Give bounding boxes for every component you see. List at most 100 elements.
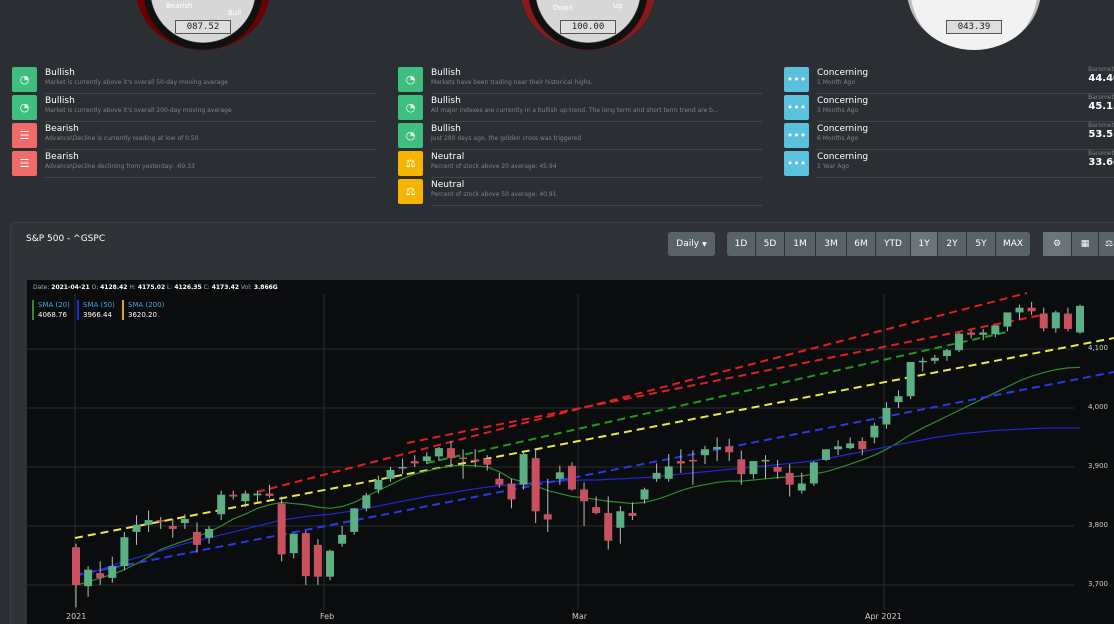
candle-body <box>955 333 964 351</box>
page-title: S&P 500 - ^GSPC <box>26 234 106 244</box>
dots-icon: ••• <box>784 123 809 148</box>
gauge-value: 087.52 <box>175 20 231 34</box>
candle-body <box>543 514 552 520</box>
signal-desc: Advance\Decline declining from yesterday… <box>45 163 195 170</box>
trend-line <box>426 331 1008 464</box>
message-icon: ☰ <box>12 151 37 176</box>
interval-dropdown[interactable]: Daily ▼ <box>668 232 715 256</box>
gauge-2: Down Up 100.00 <box>521 0 655 50</box>
x-tick: Apr 2021 <box>865 612 902 621</box>
candle-body <box>991 325 1000 335</box>
dots-icon: ••• <box>784 67 809 92</box>
candle-body <box>834 446 843 450</box>
candle-body <box>1003 312 1012 327</box>
signal-title: Concerning <box>817 68 869 78</box>
candle-body <box>567 465 576 490</box>
sma-50-legend: SMA (50) 3966.44 <box>77 300 115 320</box>
gauge-value: 100.00 <box>560 20 616 34</box>
candle-body <box>326 550 335 577</box>
chart-canvas <box>27 292 1114 610</box>
candle-body <box>471 459 480 462</box>
candle-body <box>398 467 407 469</box>
candle-body <box>144 520 153 525</box>
sma-20-line <box>75 366 1081 586</box>
signal-item: ☰ Bearish Advance\Decline is currently rea… <box>12 122 376 150</box>
gauge-1: Bearish Bull 087.52 <box>136 0 270 50</box>
signal-item: ◔ Bullish Just 290 days ago, the golden cr… <box>398 122 762 150</box>
candle-body <box>906 361 915 397</box>
price-chart[interactable]: Date: 2021-04-21 O: 4128.42 H: 4175.02 L… <box>27 280 1114 624</box>
candle-body <box>1027 307 1036 312</box>
y-tick: 3,800 <box>1087 521 1108 529</box>
candle-body <box>205 528 214 538</box>
sma-20-legend: SMA (20) 4068.76 <box>32 300 70 320</box>
range-max-button[interactable]: MAX <box>996 232 1030 256</box>
settings-button[interactable]: ⚙ <box>1043 232 1071 256</box>
x-tick: Mar <box>572 612 588 621</box>
gear-icon: ⚙ <box>1052 239 1062 249</box>
range-2y-button[interactable]: 2Y <box>938 232 966 256</box>
more-button[interactable]: ⚖ <box>1099 232 1114 256</box>
signal-item: ⚖ Neutral Percent of stock above 20 averag… <box>398 150 762 178</box>
range-5y-button[interactable]: 5Y <box>967 232 995 256</box>
candle-body <box>374 479 383 490</box>
signal-desc: Percent of stock above 20 average: 45.94 <box>431 163 557 170</box>
trend-line <box>74 337 1114 539</box>
calculator-button[interactable]: ▦ <box>1072 232 1098 256</box>
message-icon: ☰ <box>12 123 37 148</box>
candle-body <box>749 461 758 475</box>
range-1m-button[interactable]: 1M <box>785 232 815 256</box>
range-3m-button[interactable]: 3M <box>816 232 846 256</box>
candle-body <box>640 489 649 500</box>
candle-body <box>821 449 830 460</box>
speedometer-icon: ◔ <box>398 95 423 120</box>
trend-line <box>74 371 1114 576</box>
barometer: Barometer33.66 <box>1088 150 1114 168</box>
candle-body <box>616 511 625 528</box>
signal-title: Neutral <box>431 152 465 162</box>
y-tick: 3,900 <box>1087 462 1108 470</box>
signal-title: Bullish <box>45 68 75 78</box>
gauge-right-label: Up <box>613 2 623 10</box>
signal-title: Bullish <box>431 124 461 134</box>
candle-body <box>217 494 226 515</box>
dots-icon: ••• <box>784 95 809 120</box>
speedometer-icon: ◔ <box>12 95 37 120</box>
candle-body <box>301 533 310 577</box>
candle-body <box>580 489 589 502</box>
candle-body <box>894 396 903 403</box>
candle-body <box>483 458 492 465</box>
candle-body <box>930 357 939 361</box>
gauge-left-label: Down <box>553 4 573 12</box>
candle-body <box>1063 313 1072 329</box>
candle-body <box>846 443 855 449</box>
range-1y-button[interactable]: 1Y <box>911 232 937 256</box>
y-tick: 3,700 <box>1087 580 1108 588</box>
range-5d-button[interactable]: 5D <box>756 232 784 256</box>
scale-icon: ⚖ <box>1104 239 1114 249</box>
candle-body <box>761 459 770 462</box>
candle-body <box>132 524 141 532</box>
candle-body <box>84 569 93 587</box>
scale-icon: ⚖ <box>398 151 423 176</box>
signal-title: Bullish <box>45 96 75 106</box>
candle-body <box>979 332 988 335</box>
candle-body <box>72 547 80 585</box>
trend-line <box>406 313 1048 444</box>
range-ytd-button[interactable]: YTD <box>876 232 910 256</box>
candle-body <box>459 457 468 460</box>
gauge-value: 043.39 <box>946 20 1002 34</box>
signal-desc: All major indexes are currently in a bul… <box>431 107 719 114</box>
signal-title: Concerning <box>817 96 869 106</box>
trend-line <box>256 292 1028 493</box>
range-6m-button[interactable]: 6M <box>847 232 875 256</box>
range-1d-button[interactable]: 1D <box>727 232 755 256</box>
signal-desc: Percent of stock above 50 average: 40.91 <box>431 191 557 198</box>
gauge-3: 043.39 <box>907 0 1041 50</box>
y-tick: 4,100 <box>1087 344 1108 352</box>
candle-body <box>289 533 298 554</box>
